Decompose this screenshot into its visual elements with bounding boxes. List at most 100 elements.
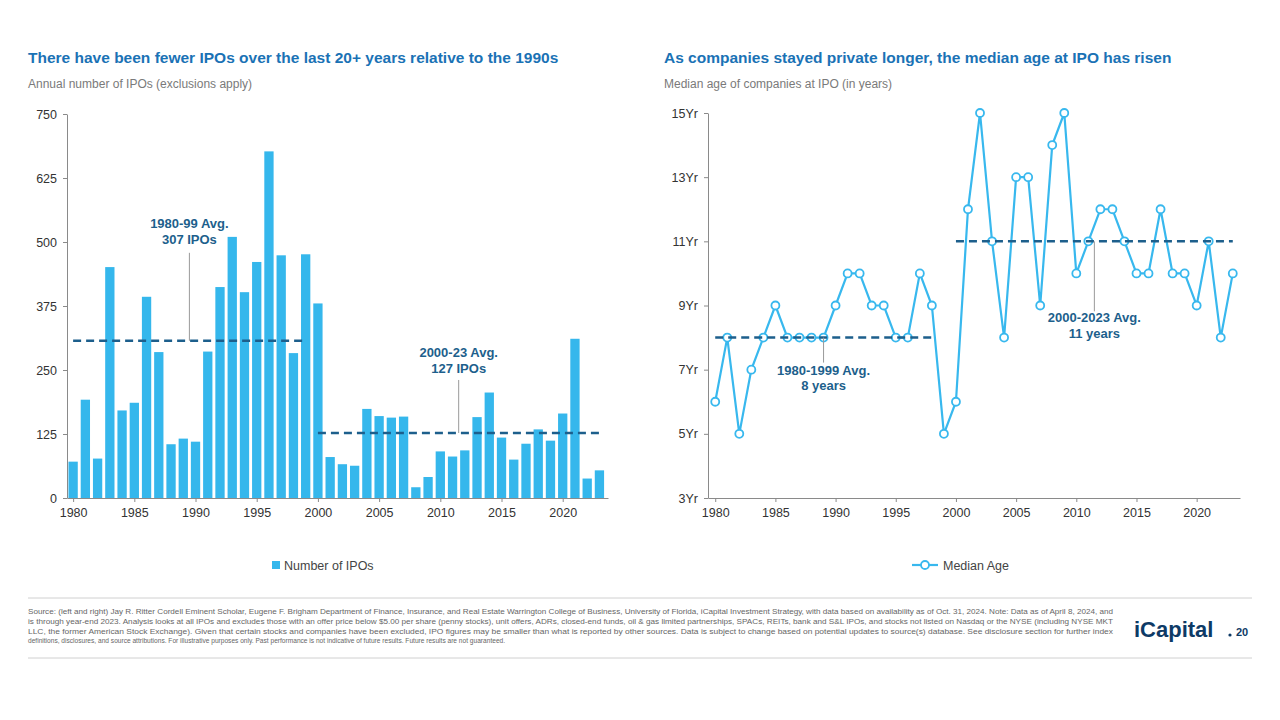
legend-swatch — [272, 561, 280, 569]
legend-marker — [921, 561, 929, 569]
tick-label: 2010 — [1063, 506, 1091, 520]
tick-mark — [704, 241, 708, 242]
point — [1217, 334, 1225, 342]
tick: 2020 — [549, 498, 577, 520]
divider — [28, 658, 1252, 659]
tick-label: 1985 — [121, 506, 149, 520]
tick-label: 15Yr — [672, 107, 698, 121]
tick: 13Yr — [672, 171, 708, 185]
point — [747, 366, 755, 374]
point — [928, 302, 936, 310]
tick-label: 13Yr — [672, 171, 698, 185]
bar — [411, 487, 420, 498]
tick: 1985 — [762, 498, 790, 520]
tick-label: 125 — [36, 428, 57, 442]
point — [1012, 173, 1020, 181]
tick: 3Yr — [679, 492, 708, 506]
bar — [509, 460, 518, 498]
tick-mark — [956, 498, 957, 502]
line — [715, 113, 1233, 434]
point — [735, 430, 743, 438]
tick-label: 500 — [36, 236, 57, 250]
bar — [179, 439, 188, 498]
tick-mark — [1197, 498, 1198, 502]
bar — [387, 418, 396, 498]
point — [844, 269, 852, 277]
tick-label: 7Yr — [679, 363, 698, 377]
bar — [595, 470, 604, 498]
tick-mark — [563, 498, 564, 502]
tick-mark — [775, 498, 776, 502]
tick-mark — [836, 498, 837, 502]
tick: 5Yr — [679, 427, 708, 441]
tick-label: 375 — [36, 300, 57, 314]
divider — [28, 598, 1252, 599]
tick-label: 1980 — [60, 506, 88, 520]
tick-label: 11Yr — [673, 235, 698, 249]
bar — [252, 262, 261, 498]
bar — [105, 267, 114, 498]
point — [1169, 269, 1177, 277]
tick: 2010 — [1063, 498, 1091, 520]
point — [1072, 269, 1080, 277]
tick: 1980 — [60, 498, 88, 520]
bar — [142, 297, 151, 498]
bar — [448, 457, 457, 498]
tick-label: 250 — [36, 364, 57, 378]
tick: 0 — [50, 492, 67, 506]
tick-mark — [1076, 498, 1077, 502]
tick-label: 2020 — [549, 506, 577, 520]
tick-mark — [502, 498, 503, 502]
x-axis: 198019851990199520002005201020152020 — [60, 498, 609, 520]
source-note: is through year-end 2023. Analysis looks… — [28, 618, 1113, 626]
axis-line — [68, 498, 609, 499]
tick-mark — [63, 114, 67, 115]
tick-mark — [73, 498, 74, 502]
bar — [215, 287, 224, 498]
annotation: 2000-2023 Avg. — [1048, 310, 1141, 325]
tick-mark — [257, 498, 258, 502]
bar — [93, 459, 102, 498]
tick: 1995 — [243, 498, 271, 520]
legend: Median Age — [912, 559, 1009, 573]
tick-label: 2005 — [366, 506, 394, 520]
tick: 2000 — [305, 498, 333, 520]
tick-label: 1995 — [243, 506, 271, 520]
point — [1193, 302, 1201, 310]
bar — [203, 352, 212, 498]
tick-label: 5Yr — [679, 427, 698, 441]
tick: 1985 — [121, 498, 149, 520]
tick-mark — [1016, 498, 1017, 502]
tick: 2000 — [943, 498, 971, 520]
title: As companies stayed private longer, the … — [664, 49, 1171, 66]
point — [1157, 205, 1165, 213]
point — [940, 430, 948, 438]
bar — [497, 438, 506, 498]
annotation: 8 years — [801, 378, 846, 393]
page-number: 20 — [1236, 626, 1248, 638]
tick-mark — [704, 370, 708, 371]
tick: 750 — [36, 108, 67, 122]
legend-label: Median Age — [943, 559, 1009, 573]
tick-mark — [63, 434, 67, 435]
tick-label: 9Yr — [679, 299, 698, 313]
bar — [472, 417, 481, 498]
point — [1132, 269, 1140, 277]
axis-line — [708, 114, 709, 499]
tick-mark — [379, 498, 380, 502]
tick-label: 3Yr — [679, 492, 698, 506]
tick-mark — [440, 498, 441, 502]
bar — [350, 466, 359, 498]
point — [856, 269, 864, 277]
tick-label: 2000 — [305, 506, 333, 520]
tick-mark — [715, 498, 716, 502]
annotation: 11 years — [1069, 326, 1120, 341]
bar — [68, 462, 77, 498]
tick-mark — [704, 498, 708, 499]
tick: 625 — [36, 172, 67, 186]
bar — [313, 303, 322, 498]
point — [1229, 269, 1237, 277]
tick: 2005 — [366, 498, 394, 520]
tick-label: 2020 — [1183, 506, 1211, 520]
tick-mark — [134, 498, 135, 502]
